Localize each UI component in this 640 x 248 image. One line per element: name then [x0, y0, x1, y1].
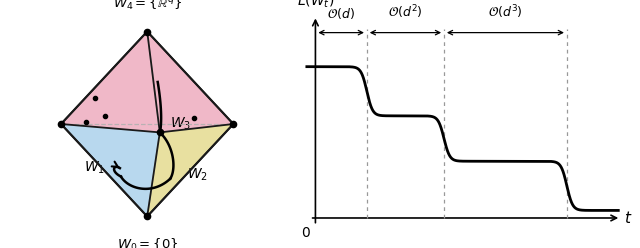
Text: $\mathcal{O}(d^2)$: $\mathcal{O}(d^2)$ — [388, 4, 423, 21]
Text: $\mathcal{O}(d^3)$: $\mathcal{O}(d^3)$ — [488, 4, 523, 21]
Text: $W_0 = \{0\}$: $W_0 = \{0\}$ — [116, 236, 178, 248]
Text: $W_1$: $W_1$ — [84, 160, 105, 176]
Polygon shape — [147, 124, 234, 217]
Text: $t$: $t$ — [624, 210, 632, 226]
Text: $W_3$: $W_3$ — [170, 116, 191, 132]
Text: $0$: $0$ — [301, 225, 311, 240]
Polygon shape — [61, 31, 160, 132]
Polygon shape — [61, 124, 160, 217]
Text: $W_2$: $W_2$ — [187, 166, 208, 183]
Text: $\mathcal{O}(d)$: $\mathcal{O}(d)$ — [327, 6, 355, 21]
Polygon shape — [147, 31, 234, 132]
Text: $W_4 = \{\mathbb{R}^q\}$: $W_4 = \{\mathbb{R}^q\}$ — [113, 0, 182, 12]
Text: $L(W_t)$: $L(W_t)$ — [297, 0, 334, 10]
Polygon shape — [61, 31, 147, 217]
